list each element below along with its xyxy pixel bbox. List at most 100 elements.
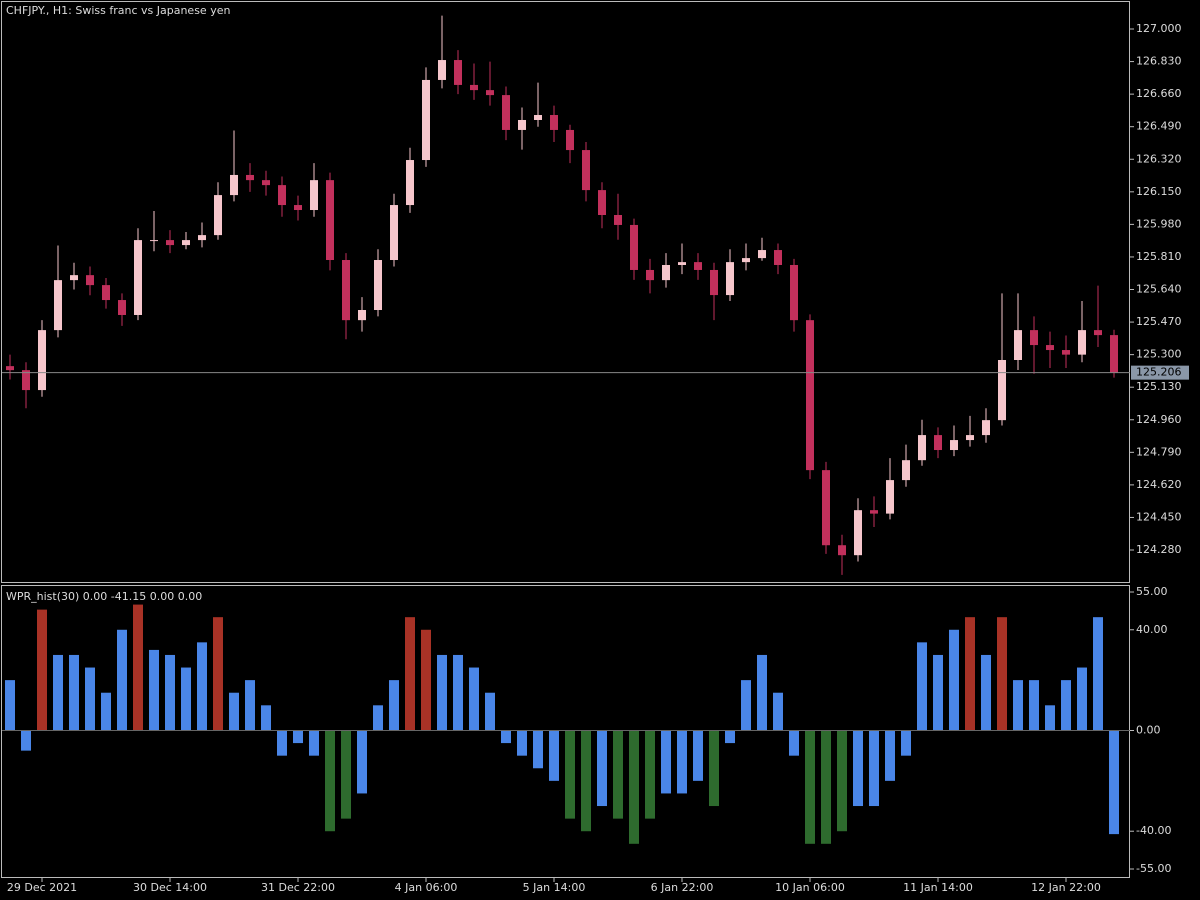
histogram-bar — [21, 730, 31, 751]
candle-body — [1046, 345, 1054, 351]
histogram-bar — [197, 642, 207, 731]
candle-body — [998, 359, 1006, 421]
candle-body — [294, 205, 302, 211]
histogram-bar — [69, 654, 79, 731]
histogram-bar — [629, 730, 639, 844]
histogram-bar — [837, 730, 847, 832]
histogram-bar — [773, 692, 783, 731]
candle-body — [70, 275, 78, 281]
y-tick-label: 126.490 — [1136, 120, 1182, 133]
histogram-bar — [437, 654, 447, 731]
histogram-bar — [245, 680, 255, 731]
candle-body — [758, 250, 766, 259]
last-price-label: 125.206 — [1136, 366, 1182, 379]
histogram-bar — [149, 649, 159, 731]
histogram-bar — [389, 680, 399, 731]
y-tick-label: 40.00 — [1136, 623, 1168, 636]
candle-body — [502, 95, 510, 130]
histogram-bar — [485, 692, 495, 731]
candle-body — [662, 264, 670, 281]
histogram-bar — [1093, 617, 1103, 731]
candle-body — [1030, 330, 1038, 346]
histogram-bar — [517, 730, 527, 756]
y-tick-label: 125.980 — [1136, 217, 1182, 230]
candle-body — [1062, 350, 1070, 355]
histogram-bar — [853, 730, 863, 807]
y-tick-label: 125.470 — [1136, 315, 1182, 328]
candle-body — [566, 129, 574, 151]
histogram-bar — [213, 617, 223, 731]
price-panel-frame — [1, 1, 1130, 583]
y-tick-label: -40.00 — [1136, 824, 1171, 837]
histogram-bar — [901, 730, 911, 756]
x-tick-label: 10 Jan 06:00 — [775, 881, 845, 894]
candle-body — [278, 185, 286, 206]
candle-body — [838, 545, 846, 556]
x-tick-label: 30 Dec 14:00 — [133, 881, 207, 894]
histogram-bar — [677, 730, 687, 794]
candle-body — [134, 240, 142, 315]
histogram-bar — [85, 667, 95, 731]
y-tick-label: 124.790 — [1136, 445, 1182, 458]
candle-body — [6, 366, 14, 371]
histogram-bar — [661, 730, 671, 794]
histogram-bar — [789, 730, 799, 756]
candle-body — [646, 269, 654, 281]
histogram-bar — [917, 642, 927, 731]
histogram-bar — [277, 730, 287, 756]
histogram-bar — [533, 730, 543, 769]
x-tick-label: 6 Jan 22:00 — [651, 881, 714, 894]
y-tick-label: 126.830 — [1136, 55, 1182, 68]
histogram-bar — [821, 730, 831, 844]
histogram-bar — [565, 730, 575, 819]
histogram-bar — [933, 654, 943, 731]
candle-body — [534, 115, 542, 120]
histogram-bar — [357, 730, 367, 794]
candle-body — [822, 470, 830, 546]
candle-body — [406, 160, 414, 206]
y-tick-label: 124.960 — [1136, 413, 1182, 426]
x-tick-label: 29 Dec 2021 — [7, 881, 77, 894]
candle-body — [326, 180, 334, 261]
candle-body — [390, 205, 398, 261]
histogram-bar — [581, 730, 591, 832]
histogram-bar — [469, 667, 479, 731]
candle-body — [438, 60, 446, 80]
candle-body — [262, 180, 270, 186]
candle-body — [774, 250, 782, 265]
candle-body — [358, 310, 366, 321]
candle-body — [518, 119, 526, 130]
candle-body — [854, 510, 862, 556]
candle-body — [38, 330, 46, 391]
candle-body — [694, 262, 702, 270]
y-tick-label: 55.00 — [1136, 585, 1168, 598]
candle-body — [214, 195, 222, 236]
candle-body — [790, 264, 798, 321]
candle-body — [582, 150, 590, 191]
histogram-bar — [1045, 705, 1055, 731]
y-tick-label: 124.280 — [1136, 543, 1182, 556]
y-tick-label: 124.620 — [1136, 478, 1182, 491]
histogram-bar — [37, 609, 47, 731]
y-tick-label: 125.640 — [1136, 283, 1182, 296]
candle-body — [310, 180, 318, 211]
histogram-bar — [421, 629, 431, 731]
candle-body — [86, 275, 94, 286]
histogram-bar — [1109, 730, 1119, 835]
histogram-bar — [229, 692, 239, 731]
y-tick-label: 124.450 — [1136, 510, 1182, 523]
histogram-bar — [613, 730, 623, 819]
histogram-bar — [965, 617, 975, 731]
chart-title: CHFJPY., H1: Swiss franc vs Japanese yen — [6, 4, 230, 17]
indicator-panel-frame — [1, 585, 1130, 878]
histogram-bar — [165, 654, 175, 731]
y-tick-label: 125.130 — [1136, 380, 1182, 393]
candle-body — [486, 90, 494, 96]
candle-body — [230, 174, 238, 196]
y-tick-label: 125.300 — [1136, 348, 1182, 361]
histogram-bar — [1013, 680, 1023, 731]
candle-body — [342, 260, 350, 321]
y-tick-label: 126.320 — [1136, 152, 1182, 165]
histogram-bar — [133, 604, 143, 731]
candle-body — [422, 79, 430, 161]
